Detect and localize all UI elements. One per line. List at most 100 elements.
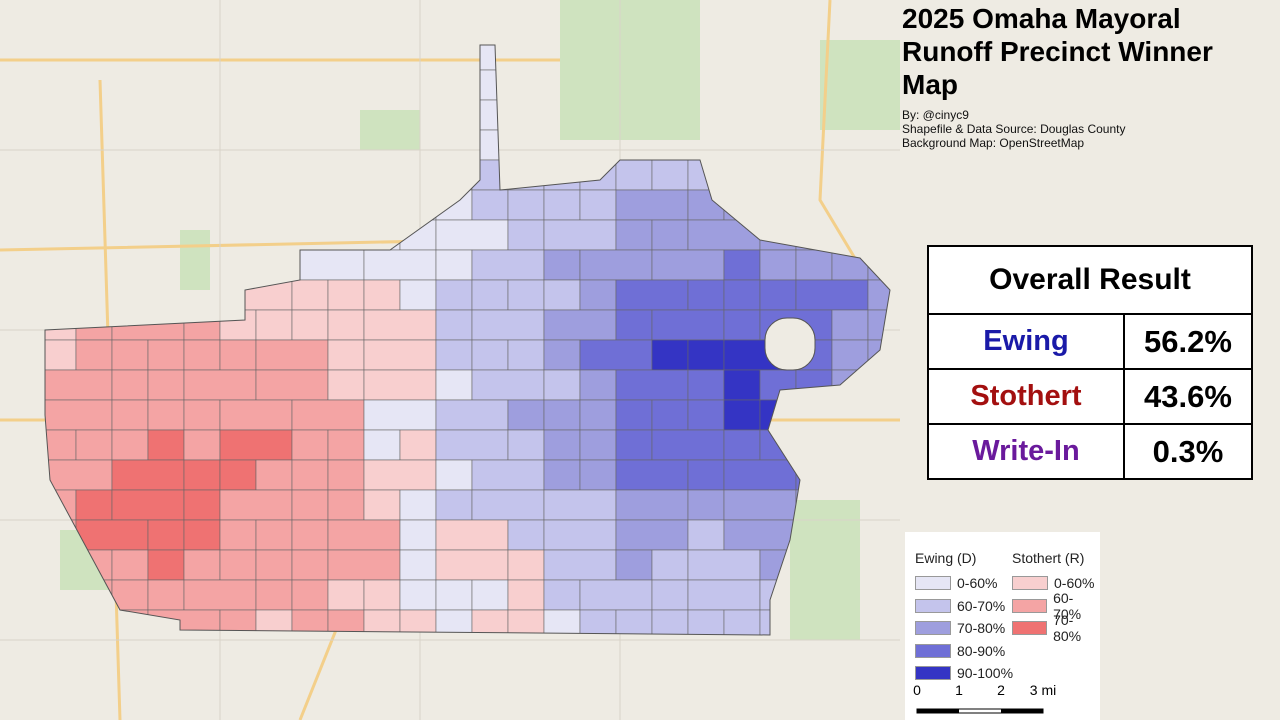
legend-label: 80-90% [957, 642, 1006, 659]
results-row: Stothert 43.6% [927, 368, 1253, 425]
precinct [327, 309, 365, 341]
legend-title: Ewing (D) [915, 550, 977, 566]
precinct [471, 489, 545, 521]
precinct [183, 339, 221, 371]
precinct [255, 519, 293, 551]
precinct [291, 309, 329, 341]
precinct [615, 189, 689, 221]
legend-label: 70-80% [957, 620, 1006, 637]
precinct [651, 159, 689, 191]
precinct [327, 519, 401, 551]
precinct [75, 429, 113, 461]
precinct [255, 579, 293, 611]
scale-label: 1 [955, 682, 963, 698]
precinct [543, 579, 581, 611]
precinct [795, 249, 833, 281]
precinct [363, 249, 437, 281]
precinct [75, 339, 113, 371]
precinct [507, 279, 545, 311]
precinct [363, 429, 401, 461]
precinct [543, 279, 581, 311]
precinct [291, 519, 329, 551]
precinct [75, 489, 113, 521]
precinct [723, 609, 761, 635]
precinct [507, 399, 545, 431]
precinct [111, 399, 149, 431]
legend-item: 0-60% [1012, 572, 1100, 595]
precinct [615, 459, 689, 491]
precinct [291, 399, 365, 431]
precinct [435, 429, 509, 461]
legend-title: Stothert (R) [1012, 550, 1085, 566]
legend-swatch [915, 643, 951, 658]
precinct [399, 609, 437, 635]
precinct [543, 399, 581, 431]
precinct [219, 399, 293, 431]
legend-label: 60-70% [957, 597, 1006, 614]
precinct [183, 459, 221, 491]
precinct [327, 429, 365, 461]
precinct [399, 489, 437, 521]
precinct [147, 369, 185, 401]
precinct [219, 549, 257, 581]
vote-share: 43.6% [1123, 368, 1253, 425]
precinct [291, 279, 329, 311]
precinct [327, 339, 365, 371]
precinct [291, 429, 329, 461]
legend-item: 60-70% [1012, 590, 1100, 622]
precinct [615, 279, 689, 311]
precinct [651, 219, 689, 251]
precinct [831, 309, 869, 341]
precinct [723, 489, 797, 521]
legend-group: Ewing (D) 0-60% 60-70% 70-80% 80-90% 90-100% [915, 550, 1013, 685]
precinct [651, 429, 725, 461]
precinct [435, 609, 473, 635]
precinct [723, 369, 761, 401]
precinct [291, 549, 329, 581]
precinct [291, 459, 329, 491]
legend-item: 90-100% [915, 662, 1013, 685]
precinct [291, 489, 329, 521]
precinct [363, 309, 437, 341]
precinct [579, 579, 653, 611]
precinct [435, 249, 473, 281]
precinct [543, 369, 581, 401]
precinct [183, 549, 221, 581]
precinct [615, 429, 653, 461]
precinct [543, 219, 617, 251]
precinct [255, 309, 293, 341]
precinct [543, 519, 617, 551]
precinct [399, 279, 437, 311]
precinct [651, 399, 689, 431]
precinct [219, 489, 293, 521]
precinct [219, 459, 257, 491]
precinct [111, 369, 149, 401]
precinct [111, 429, 149, 461]
precinct [579, 369, 617, 401]
precinct [111, 549, 149, 581]
precinct [45, 369, 113, 401]
map [0, 0, 900, 720]
precinct [543, 339, 581, 371]
precinct [723, 399, 761, 431]
precinct [687, 609, 725, 635]
precinct [435, 339, 473, 371]
legend-item: 0-60% [915, 572, 1013, 595]
precinct [291, 249, 365, 281]
precinct [45, 399, 113, 431]
scale-graphic [916, 708, 1044, 714]
precinct [147, 429, 185, 461]
precinct [507, 549, 545, 581]
city-outline [44, 44, 891, 636]
precinct [435, 549, 509, 581]
results-row: Ewing 56.2% [927, 313, 1253, 370]
precinct [147, 339, 185, 371]
precinct [579, 429, 617, 461]
carter-lake [764, 317, 816, 371]
legend-swatch [915, 576, 951, 591]
precinct [327, 459, 365, 491]
precinct [471, 189, 509, 221]
precinct [399, 549, 437, 581]
precinct [687, 459, 725, 491]
precinct [363, 579, 401, 611]
